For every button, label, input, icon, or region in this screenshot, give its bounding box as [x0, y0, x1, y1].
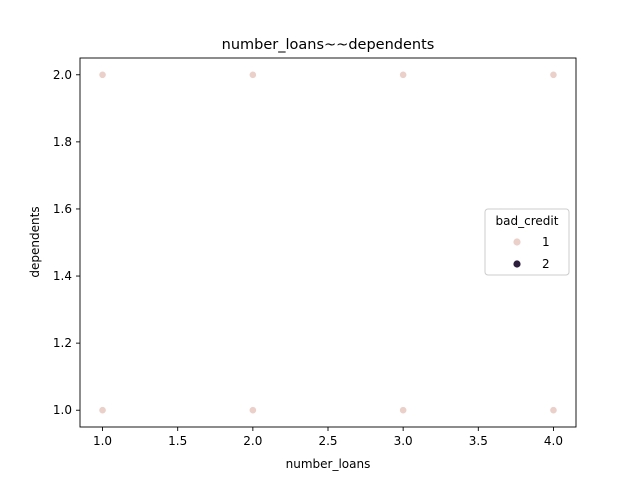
x-tick-label: 1.0 — [93, 434, 112, 448]
x-axis-label: number_loans — [286, 457, 371, 471]
legend-entries: 12 — [513, 235, 550, 271]
legend-title: bad_credit — [496, 214, 559, 228]
x-tick-label: 1.5 — [168, 434, 187, 448]
x-axis: 1.0 1.5 2.0 2.5 3.0 3.5 4.0 — [93, 427, 563, 448]
legend-marker — [513, 238, 521, 246]
scatter-point — [98, 406, 107, 415]
y-tick-label: 2.0 — [53, 68, 72, 82]
y-tick-label: 1.6 — [53, 202, 72, 216]
y-tick-label: 1.2 — [53, 336, 72, 350]
x-tick-label: 3.0 — [394, 434, 413, 448]
legend-label: 1 — [542, 235, 550, 249]
scatter-point — [399, 70, 408, 79]
y-tick-label: 1.4 — [53, 269, 72, 283]
x-tick-label: 2.5 — [318, 434, 337, 448]
scatter-point — [98, 70, 107, 79]
x-tick-label: 2.0 — [243, 434, 262, 448]
y-tick-label: 1.0 — [53, 403, 72, 417]
scatter-point — [549, 70, 558, 79]
x-tick-label: 4.0 — [544, 434, 563, 448]
x-tick-label: 3.5 — [469, 434, 488, 448]
y-tick-label: 1.8 — [53, 135, 72, 149]
legend-marker — [513, 260, 521, 268]
scatter-point — [549, 406, 558, 415]
chart-title: number_loans~~dependents — [222, 37, 435, 53]
y-axis: 1.0 1.2 1.4 1.6 1.8 2.0 — [53, 68, 80, 417]
scatter-point — [399, 406, 408, 415]
legend: bad_credit 12 — [484, 208, 570, 276]
scatter-point — [248, 70, 257, 79]
legend-label: 2 — [542, 257, 550, 271]
legend-box — [484, 208, 570, 276]
scatter-point — [248, 406, 257, 415]
data-points — [98, 70, 558, 415]
y-axis-label: dependents — [28, 206, 42, 277]
